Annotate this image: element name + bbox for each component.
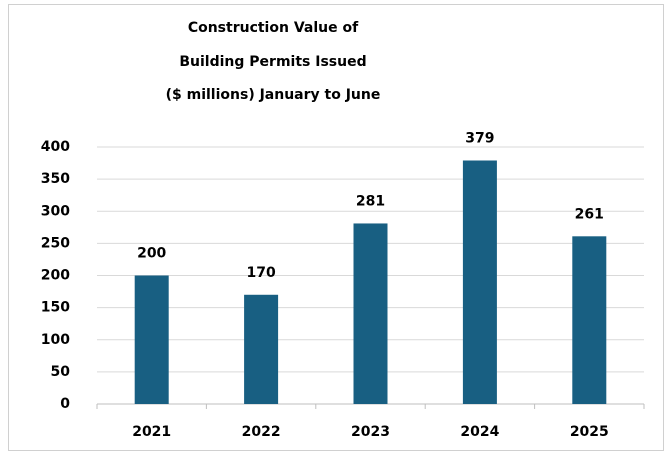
chart-border: [8, 4, 664, 451]
y-tick-label: 0: [60, 396, 70, 412]
bar: [244, 294, 279, 404]
data-label: 379: [465, 130, 494, 146]
x-tick-label: 2025: [570, 424, 609, 440]
chart-title: ($ millions) January to June: [166, 87, 381, 103]
x-tick-label: 2024: [460, 424, 499, 440]
bar: [353, 223, 388, 404]
y-tick-label: 100: [41, 332, 70, 348]
y-tick-label: 350: [41, 171, 70, 187]
y-tick-label: 150: [41, 300, 70, 316]
y-tick-label: 400: [41, 139, 70, 155]
y-tick-label: 200: [41, 268, 70, 284]
y-tick-label: 250: [41, 235, 70, 251]
bar: [572, 236, 607, 404]
data-label: 200: [137, 246, 166, 262]
bar: [462, 160, 497, 404]
x-tick-label: 2022: [242, 424, 281, 440]
data-label: 170: [246, 265, 275, 281]
y-tick-label: 300: [41, 203, 70, 219]
y-tick-label: 50: [51, 364, 71, 380]
x-tick-label: 2021: [132, 424, 171, 440]
chart-title: Construction Value of: [188, 20, 359, 36]
x-tick-label: 2023: [351, 424, 390, 440]
data-label: 261: [575, 206, 604, 222]
data-label: 281: [356, 193, 385, 209]
chart-title: Building Permits Issued: [179, 54, 366, 70]
bar: [134, 275, 169, 404]
